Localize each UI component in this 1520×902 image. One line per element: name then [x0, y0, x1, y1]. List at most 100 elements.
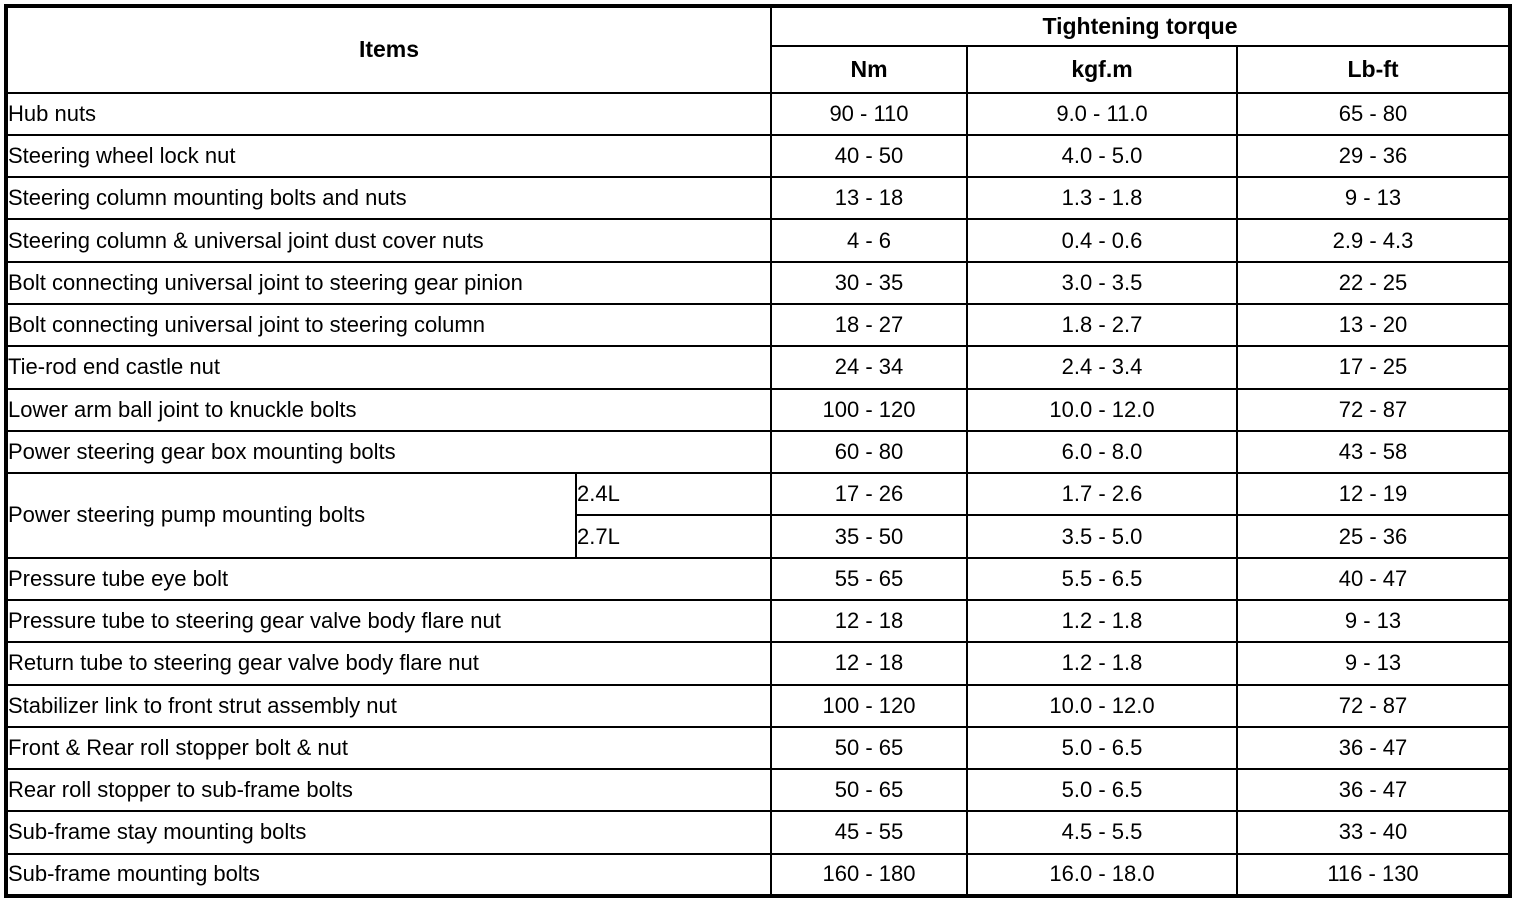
kgfm-cell: 1.2 - 1.8	[966, 641, 1238, 686]
kgfm-cell: 1.8 - 2.7	[966, 302, 1238, 348]
lbft-cell: 72 - 87	[1235, 387, 1512, 432]
lbft-cell: 29 - 36	[1235, 133, 1512, 179]
table-row: Bolt connecting universal joint to steer…	[5, 302, 1512, 348]
table-row: Pressure tube to steering gear valve bod…	[5, 598, 1512, 644]
item-cell: Lower arm ball joint to knuckle bolts	[5, 387, 772, 432]
nm-cell: 50 - 65	[770, 725, 968, 771]
variant-cell: 2.4L	[575, 472, 772, 517]
kgfm-cell: 4.0 - 5.0	[966, 133, 1238, 179]
item-cell: Steering column mounting bolts and nuts	[5, 176, 772, 221]
item-cell: Bolt connecting universal joint to steer…	[5, 260, 772, 305]
lbft-cell: 33 - 40	[1235, 810, 1512, 855]
kgfm-cell: 6.0 - 8.0	[966, 429, 1238, 475]
lbft-cell: 2.9 - 4.3	[1235, 218, 1512, 263]
item-cell: Sub-frame stay mounting bolts	[5, 810, 772, 855]
nm-cell: 40 - 50	[770, 133, 968, 179]
kgfm-cell: 16.0 - 18.0	[966, 852, 1238, 898]
nm-cell: 24 - 34	[770, 345, 968, 390]
lbft-cell: 9 - 13	[1235, 176, 1512, 221]
kgfm-cell: 1.3 - 1.8	[966, 176, 1238, 221]
lbft-cell: 43 - 58	[1235, 429, 1512, 475]
table-row: Steering column mounting bolts and nuts …	[5, 176, 1512, 221]
item-cell: Power steering pump mounting bolts	[5, 472, 577, 559]
item-cell: Steering column & universal joint dust c…	[5, 218, 772, 263]
item-cell: Rear roll stopper to sub-frame bolts	[5, 768, 772, 813]
lbft-cell: 36 - 47	[1235, 768, 1512, 813]
lbft-cell: 40 - 47	[1235, 556, 1512, 601]
kgfm-cell: 1.7 - 2.6	[966, 472, 1238, 517]
nm-cell: 4 - 6	[770, 218, 968, 263]
table-row: Tie-rod end castle nut 24 - 34 2.4 - 3.4…	[5, 345, 1512, 390]
nm-cell: 12 - 18	[770, 641, 968, 686]
kgfm-cell: 10.0 - 12.0	[966, 387, 1238, 432]
item-cell: Return tube to steering gear valve body …	[5, 641, 772, 686]
nm-cell: 50 - 65	[770, 768, 968, 813]
table-row: Sub-frame stay mounting bolts 45 - 55 4.…	[5, 810, 1512, 855]
lbft-cell: 13 - 20	[1235, 302, 1512, 348]
lbft-cell: 9 - 13	[1235, 641, 1512, 686]
kgfm-cell: 5.0 - 6.5	[966, 725, 1238, 771]
nm-cell: 55 - 65	[770, 556, 968, 601]
nm-cell: 60 - 80	[770, 429, 968, 475]
lbft-cell: 36 - 47	[1235, 725, 1512, 771]
kgfm-cell: 9.0 - 11.0	[966, 91, 1238, 136]
kgfm-cell: 3.5 - 5.0	[966, 514, 1238, 559]
item-cell: Hub nuts	[5, 91, 772, 136]
table-row: Steering wheel lock nut 40 - 50 4.0 - 5.…	[5, 133, 1512, 179]
header-row-1: Items Tightening torque	[5, 4, 1512, 94]
tightening-torque-header: Tightening torque	[769, 4, 1512, 48]
nm-cell: 30 - 35	[770, 260, 968, 305]
tightening-torque-table: Items Tightening torque Nm kgf.m Lb-ft H…	[4, 4, 1513, 898]
lbft-cell: 116 - 130	[1235, 852, 1512, 898]
table-row: Return tube to steering gear valve body …	[5, 641, 1512, 686]
table-row: Sub-frame mounting bolts 160 - 180 16.0 …	[5, 852, 1512, 898]
nm-cell: 100 - 120	[770, 387, 968, 432]
lbft-cell: 9 - 13	[1235, 598, 1512, 644]
table-row: Lower arm ball joint to knuckle bolts 10…	[5, 387, 1512, 432]
lbft-cell: 72 - 87	[1235, 683, 1512, 728]
table-row: Power steering gear box mounting bolts 6…	[5, 429, 1512, 475]
items-column-header: Items	[5, 5, 772, 94]
nm-cell: 90 - 110	[770, 91, 968, 136]
table-row: Rear roll stopper to sub-frame bolts 50 …	[5, 768, 1512, 813]
nm-cell: 100 - 120	[770, 683, 968, 728]
nm-cell: 12 - 18	[770, 598, 968, 644]
lbft-cell: 22 - 25	[1235, 260, 1512, 305]
table-row-variant: 2.7L 35 - 50 3.5 - 5.0 25 - 36	[6, 514, 1512, 559]
kgfm-cell: 10.0 - 12.0	[966, 683, 1238, 728]
item-cell: Tie-rod end castle nut	[5, 345, 772, 390]
nm-cell: 35 - 50	[770, 514, 968, 559]
table-row: Pressure tube eye bolt 55 - 65 5.5 - 6.5…	[5, 556, 1512, 601]
nm-cell: 160 - 180	[770, 852, 968, 898]
table-row: Steering column & universal joint dust c…	[5, 218, 1512, 263]
item-cell: Stabilizer link to front strut assembly …	[5, 683, 772, 728]
kgfm-cell: 2.4 - 3.4	[966, 345, 1238, 390]
item-cell: Pressure tube eye bolt	[5, 556, 772, 601]
table-row: Hub nuts 90 - 110 9.0 - 11.0 65 - 80	[5, 91, 1512, 136]
lbft-cell: 12 - 19	[1235, 472, 1512, 517]
lbft-cell: 17 - 25	[1235, 345, 1512, 390]
nm-cell: 18 - 27	[770, 302, 968, 348]
table-row: Stabilizer link to front strut assembly …	[5, 683, 1512, 728]
kgfm-cell: 1.2 - 1.8	[966, 598, 1238, 644]
kgfm-cell: 3.0 - 3.5	[966, 260, 1238, 305]
nm-cell: 45 - 55	[770, 810, 968, 855]
item-cell: Pressure tube to steering gear valve bod…	[5, 598, 772, 644]
table-row: Front & Rear roll stopper bolt & nut 50 …	[5, 725, 1512, 771]
unit-header-lbft: Lb-ft	[1235, 45, 1512, 94]
nm-cell: 13 - 18	[770, 176, 968, 221]
unit-header-kgfm: kgf.m	[966, 45, 1238, 94]
item-cell: Sub-frame mounting bolts	[5, 852, 772, 898]
table-row-variant: Power steering pump mounting bolts 2.4L …	[5, 472, 1512, 559]
unit-header-nm: Nm	[770, 45, 968, 94]
item-cell: Steering wheel lock nut	[5, 133, 772, 179]
lbft-cell: 25 - 36	[1235, 514, 1512, 559]
item-cell: Bolt connecting universal joint to steer…	[5, 302, 772, 348]
table-row: Bolt connecting universal joint to steer…	[5, 260, 1512, 305]
kgfm-cell: 5.5 - 6.5	[966, 556, 1238, 601]
kgfm-cell: 0.4 - 0.6	[966, 218, 1238, 263]
kgfm-cell: 4.5 - 5.5	[966, 810, 1238, 855]
nm-cell: 17 - 26	[770, 472, 968, 517]
lbft-cell: 65 - 80	[1235, 91, 1512, 136]
